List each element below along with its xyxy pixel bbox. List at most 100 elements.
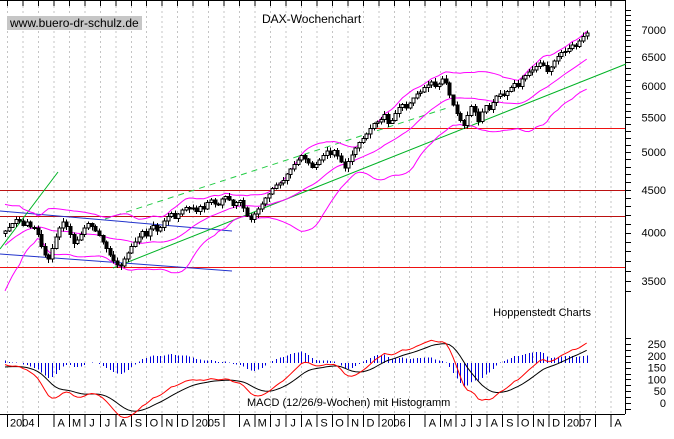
candle-body: [299, 155, 304, 161]
page-title: DAX-Wochenchart: [262, 12, 362, 26]
candle-body: [115, 260, 120, 266]
month-label: O: [335, 418, 344, 430]
month-label: A: [491, 418, 499, 430]
candle-body: [465, 114, 470, 126]
candle-body: [375, 121, 380, 124]
macd-histogram: [5, 351, 588, 387]
candle-body: [372, 122, 377, 130]
candle-body: [205, 201, 210, 210]
candle-body: [426, 84, 431, 89]
month-label: A: [305, 418, 313, 430]
candle-body: [335, 149, 340, 157]
candle-body: [285, 173, 290, 181]
candle-body: [162, 220, 167, 228]
candle-body: [552, 60, 557, 68]
price-tick-label: 5500: [642, 112, 666, 124]
candle-body: [234, 201, 239, 207]
axes: [0, 0, 631, 427]
candle-body: [108, 247, 113, 256]
macd-tick-label: 50: [654, 386, 666, 398]
price-tick-label: 5000: [642, 147, 666, 159]
price-tick-label: 6000: [642, 81, 666, 93]
candle-body: [3, 230, 8, 235]
candle-body: [144, 231, 149, 237]
candle-body: [216, 203, 221, 206]
candle-body: [328, 150, 333, 156]
candle-body: [111, 254, 116, 262]
candle-body: [274, 184, 279, 189]
candle-body: [213, 199, 218, 205]
candle-body: [46, 254, 51, 260]
month-label: S: [506, 418, 513, 430]
candle-body: [581, 35, 586, 42]
month-label: D: [367, 418, 375, 430]
candle-body: [498, 93, 503, 97]
month-label: D: [552, 418, 560, 430]
macd-tick-label: 200: [648, 351, 666, 363]
candle-body: [129, 246, 134, 254]
candle-body: [101, 234, 106, 243]
candle-body: [455, 104, 460, 114]
candle-body: [408, 102, 413, 109]
candle-body: [570, 44, 575, 50]
candle-body: [82, 227, 87, 235]
candle-body: [505, 90, 510, 97]
macd-line: [4, 339, 587, 419]
month-label: D: [181, 418, 189, 430]
candle-body: [314, 163, 319, 168]
candle-body: [133, 241, 138, 248]
candle-body: [126, 252, 131, 260]
candle-body: [86, 223, 91, 229]
month-label: M: [258, 418, 267, 430]
candle-body: [79, 234, 84, 241]
candle-body: [379, 118, 384, 123]
candle-body: [180, 209, 185, 215]
price-tick-label: 4500: [642, 185, 666, 197]
macd-signal-line: [4, 343, 587, 412]
gridlines: [7, 1, 612, 413]
provider-label: Hoppenstedt Charts: [493, 307, 591, 319]
candles: [3, 30, 590, 270]
candle-body: [530, 69, 535, 73]
candle-body: [256, 208, 261, 215]
month-label: N: [537, 418, 545, 430]
candle-body: [137, 236, 142, 243]
candle-body: [451, 94, 456, 106]
candle-body: [140, 231, 145, 238]
price-tick-label: 4000: [642, 228, 666, 240]
candle-body: [473, 105, 478, 113]
candle-body: [39, 234, 44, 247]
candle-body: [458, 112, 463, 122]
month-label: 2004: [10, 418, 34, 430]
candle-body: [97, 230, 102, 236]
candle-body: [549, 66, 554, 73]
candle-body: [433, 81, 438, 87]
candle-body: [437, 83, 442, 87]
candle-body: [386, 114, 391, 124]
green-uptrend-2003: [0, 171, 59, 250]
candle-body: [520, 78, 525, 87]
price-tick-label: 3500: [642, 276, 666, 288]
candle-body: [350, 154, 355, 162]
month-label: N: [351, 418, 359, 430]
green-uptrend-dashed: [104, 107, 448, 220]
candle-body: [245, 207, 250, 217]
candle-body: [223, 196, 228, 200]
macd-lines: [4, 339, 587, 419]
candle-body: [429, 81, 434, 86]
month-label: 2006: [381, 418, 405, 430]
watermark-url: www.buero-dr-schulz.de: [7, 16, 142, 30]
candle-body: [512, 82, 517, 89]
candle-body: [10, 223, 15, 228]
candle-body: [346, 160, 351, 169]
candle-body: [516, 82, 521, 87]
candle-body: [281, 180, 286, 184]
candle-body: [469, 105, 474, 116]
candle-body: [104, 241, 109, 249]
candle-body: [534, 65, 539, 71]
month-label: M: [443, 418, 452, 430]
candle-body: [43, 246, 48, 256]
month-label: A: [243, 418, 251, 430]
macd-caption-label: MACD (12/26/9-Wochen) mit Histogramm: [247, 397, 451, 409]
